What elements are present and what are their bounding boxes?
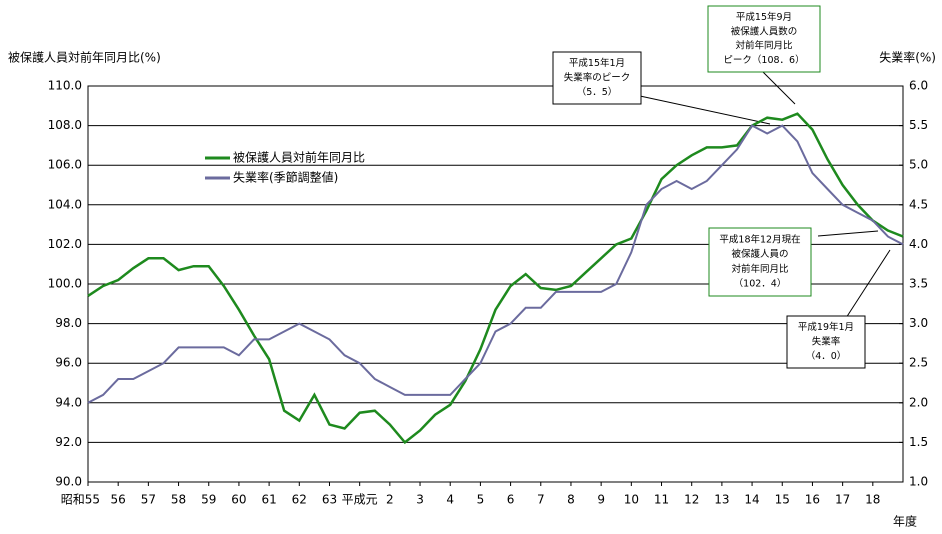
x-tick-label: 10 <box>624 493 639 507</box>
annotation-text: （5．5） <box>577 86 618 98</box>
annotation-text: 対前年同月比 <box>731 263 788 275</box>
annotation-text: 対前年同月比 <box>735 40 792 52</box>
y-tick-label: 96.0 <box>55 356 82 370</box>
annotation-box <box>786 315 866 369</box>
x-tick-label: 63 <box>322 493 337 507</box>
x-tick-label: 12 <box>684 493 699 507</box>
y-tick-label: 106.0 <box>48 158 82 172</box>
x-tick-label: 15 <box>775 493 790 507</box>
series-line <box>87 112 904 445</box>
annotation-box <box>707 5 821 73</box>
x-tick-label: 57 <box>141 493 156 507</box>
y2-tick-label: 6.0 <box>909 79 928 93</box>
y2-tick-label: 2.0 <box>909 395 928 409</box>
x-tick-label: 7 <box>537 493 545 507</box>
y-tick-label: 100.0 <box>48 277 82 291</box>
annotation-text: 平成18年12月現在 <box>719 233 800 245</box>
arrow <box>639 95 771 125</box>
y2-tick-label: 1.5 <box>909 435 928 449</box>
annotation-box <box>708 227 812 297</box>
y-tick-label: 110.0 <box>48 79 82 93</box>
x-tick-label: 8 <box>567 493 575 507</box>
x-tick-label: 59 <box>201 493 216 507</box>
arrow <box>817 230 879 237</box>
y2-tick-label: 3.0 <box>909 316 928 330</box>
x-tick-label: 16 <box>805 493 820 507</box>
annotation-box <box>552 51 642 105</box>
series-line <box>87 124 904 404</box>
annotation-text: 平成15年1月 <box>569 57 625 69</box>
y-tick-label: 104.0 <box>48 197 82 211</box>
annotation-text: 被保護人員数の <box>731 25 798 37</box>
x-tick-label: 昭和55 <box>61 493 100 507</box>
annotation-text: 被保護人員の <box>731 248 788 260</box>
x-tick-label: 17 <box>835 493 850 507</box>
annotation-text: 平成19年1月 <box>798 321 854 333</box>
x-tick-label: 62 <box>292 493 307 507</box>
annotation-text: （102．4） <box>734 278 787 290</box>
x-tick-label: 14 <box>744 493 759 507</box>
y-tick-label: 108.0 <box>48 118 82 132</box>
x-tick-label: 56 <box>111 493 126 507</box>
y2-tick-label: 4.5 <box>909 197 928 211</box>
y-tick-label: 102.0 <box>48 237 82 251</box>
y-tick-label: 98.0 <box>55 316 82 330</box>
x-tick-label: 58 <box>171 493 186 507</box>
x-tick-label: 3 <box>416 493 424 507</box>
annotation-text: （4．0） <box>806 350 847 362</box>
x-tick-label: 平成元 <box>342 493 378 507</box>
y2-axis-title: 失業率(%) <box>879 50 936 65</box>
y2-tick-label: 2.5 <box>909 356 928 370</box>
x-axis-title: 年度 <box>893 514 917 529</box>
y2-tick-label: 5.0 <box>909 158 928 172</box>
y-tick-label: 90.0 <box>55 475 82 489</box>
x-tick-label: 5 <box>477 493 485 507</box>
x-tick-label: 4 <box>446 493 454 507</box>
legend-label: 失業率(季節調整値) <box>233 170 338 185</box>
annotation-text: 失業率のピーク <box>564 72 631 84</box>
annotation-text: 失業率 <box>812 336 841 348</box>
y2-tick-label: 3.5 <box>909 277 928 291</box>
x-tick-label: 11 <box>654 493 669 507</box>
y-tick-label: 94.0 <box>55 395 82 409</box>
annotation-text: 平成15年9月 <box>736 11 792 23</box>
x-tick-label: 6 <box>507 493 515 507</box>
x-tick-label: 13 <box>714 493 729 507</box>
y2-tick-label: 4.0 <box>909 237 928 251</box>
x-tick-label: 18 <box>865 493 880 507</box>
x-tick-label: 2 <box>386 493 394 507</box>
y2-tick-label: 1.0 <box>909 475 928 489</box>
y-axis-title: 被保護人員対前年同月比(%) <box>8 50 161 65</box>
x-tick-label: 61 <box>261 493 276 507</box>
y-tick-label: 92.0 <box>55 435 82 449</box>
arrow <box>762 71 796 105</box>
x-tick-label: 60 <box>231 493 246 507</box>
y2-tick-label: 5.5 <box>909 118 928 132</box>
legend-label: 被保護人員対前年同月比 <box>233 150 365 165</box>
annotation-text: ピーク（108．6） <box>723 54 804 66</box>
x-tick-label: 9 <box>597 493 605 507</box>
